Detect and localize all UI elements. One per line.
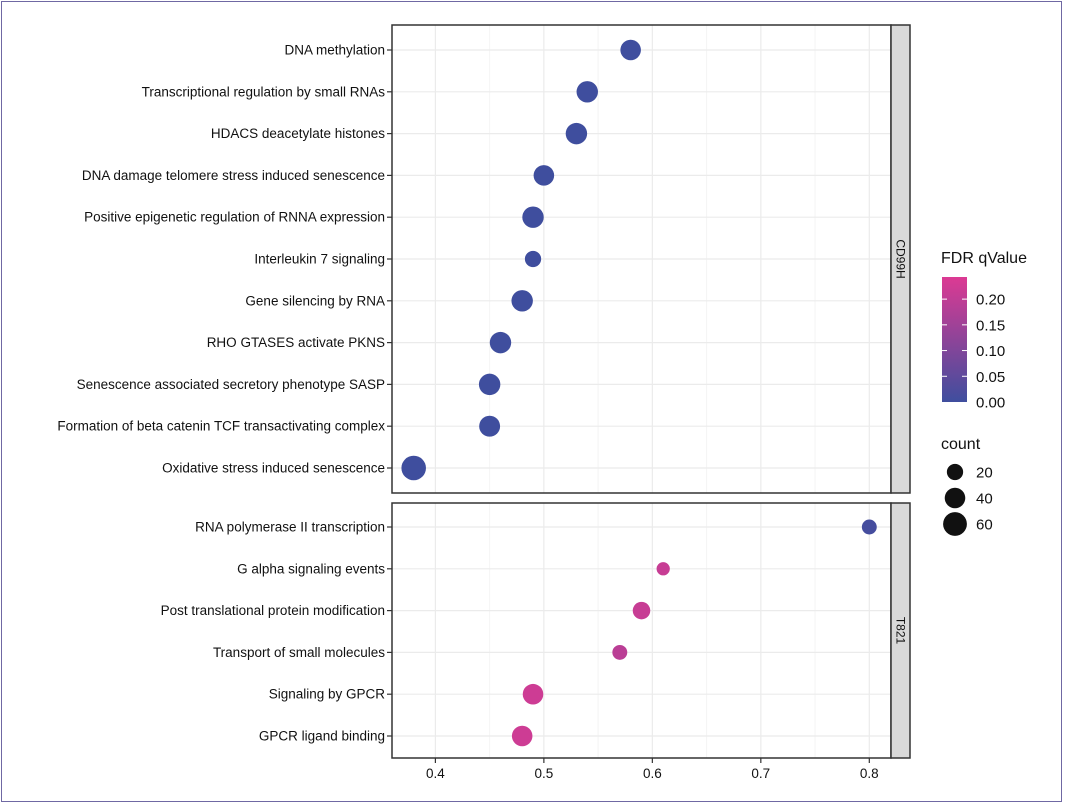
data-point <box>524 250 542 268</box>
colorbar-tick-label: 0.10 <box>976 343 1005 360</box>
y-tick-label: Post translational protein modification <box>161 603 385 618</box>
y-tick-label: Signaling by GPCR <box>269 687 386 702</box>
y-tick-label: Interleukin 7 signaling <box>254 252 385 267</box>
facet-panel-cd99h: DNA methylation Transcriptional regulatio… <box>57 24 911 494</box>
facet-strip <box>890 502 911 759</box>
facet-strip-label: CD99H <box>894 239 908 278</box>
facet-strip-label: T821 <box>894 617 908 645</box>
y-tick-label: DNA methylation <box>284 43 385 58</box>
x-tick-label: 0.4 <box>426 766 445 781</box>
data-point <box>612 644 628 660</box>
colorbar-tick-label: 0.20 <box>976 292 1005 309</box>
data-point <box>401 455 426 481</box>
data-point <box>489 331 512 354</box>
y-tick-label: DNA damage telomere stress induced senes… <box>82 168 385 183</box>
colorbar-tick-label: 0.05 <box>976 369 1005 386</box>
y-tick-label: GPCR ligand binding <box>259 729 385 744</box>
size-legend-title: count <box>941 436 981 453</box>
facet-strip <box>890 24 911 494</box>
y-tick-label: Gene silencing by RNA <box>245 293 385 308</box>
y-tick-label: G alpha signaling events <box>237 561 385 576</box>
size-legend-dot <box>943 512 967 536</box>
x-tick-label: 0.8 <box>860 766 879 781</box>
data-point <box>861 519 877 535</box>
size-legend-dot <box>946 463 964 481</box>
data-point <box>620 39 641 61</box>
panel-background <box>392 503 891 758</box>
y-tick-label: Positive epigenetic regulation of RNNA e… <box>84 210 385 225</box>
data-point <box>478 373 501 396</box>
color-legend-title: FDR qValue <box>941 250 1027 267</box>
colorbar <box>942 277 967 402</box>
data-point <box>511 725 533 747</box>
data-point <box>656 562 670 576</box>
y-tick-label: RNA polymerase II transcription <box>195 520 385 535</box>
data-point <box>565 122 588 145</box>
y-tick-label: Senescence associated secretory phenotyp… <box>77 377 385 392</box>
size-legend-label: 40 <box>976 491 993 508</box>
y-tick-label: Oxidative stress induced senescence <box>162 461 385 476</box>
data-point <box>632 601 651 620</box>
y-tick-label: RHO GTASES activate PKNS <box>207 335 385 350</box>
size-legend-dot <box>944 487 966 509</box>
y-tick-label: Transport of small molecules <box>213 645 385 660</box>
size-legend-label: 60 <box>976 517 993 534</box>
data-point <box>522 206 544 228</box>
data-point <box>522 683 544 705</box>
data-point <box>479 415 501 437</box>
x-tick-label: 0.7 <box>751 766 770 781</box>
data-point <box>533 165 555 186</box>
y-tick-label: Transcriptional regulation by small RNAs <box>142 84 386 99</box>
y-tick-label: Formation of beta catenin TCF transactiv… <box>57 419 385 434</box>
colorbar-tick-label: 0.15 <box>976 317 1005 334</box>
x-tick-label: 0.5 <box>534 766 553 781</box>
y-tick-label: HDACS deacetylate histones <box>211 126 385 141</box>
colorbar-tick-label: 0.00 <box>976 395 1005 412</box>
data-point <box>511 290 533 312</box>
x-tick-label: 0.6 <box>643 766 662 781</box>
facet-panel-t821: RNA polymerase II transcription G alpha s… <box>161 502 911 759</box>
data-point <box>576 81 598 103</box>
size-legend-label: 20 <box>976 465 993 482</box>
